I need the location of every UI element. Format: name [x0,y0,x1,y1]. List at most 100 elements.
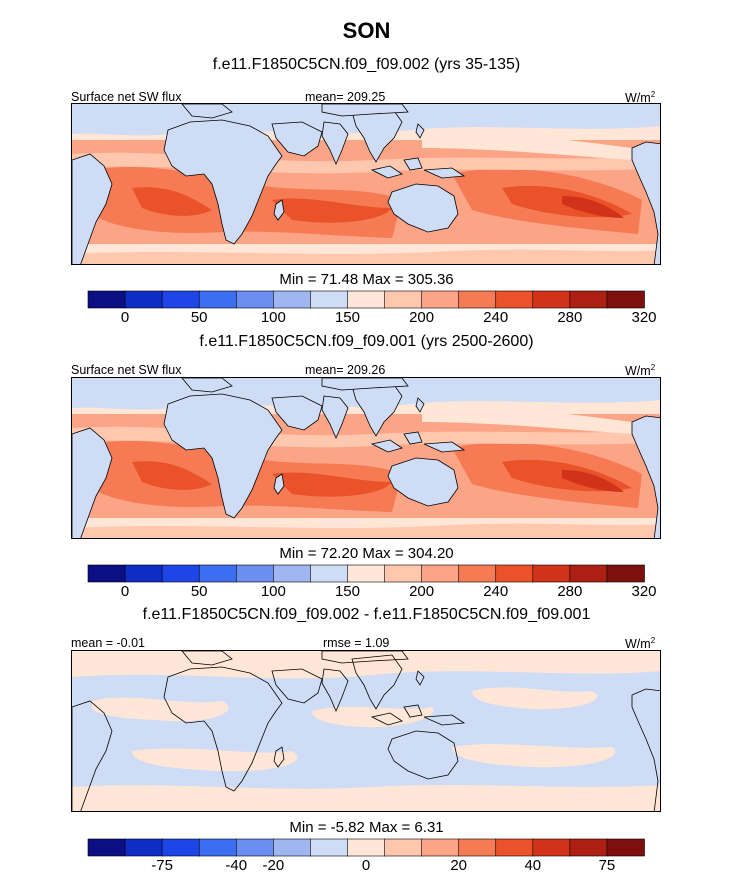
panel-1-variable-label: Surface net SW flux [71,90,182,104]
panel-2-units: W/m2 [625,363,656,378]
colorbar-3-tick-label: 0 [361,857,371,874]
map-2-s-indian-core [272,472,392,497]
panel-1-map [71,103,661,265]
panel-1-mean-label: mean= 209.25 [305,90,386,104]
colorbar-3-tick-label: -20 [262,857,285,874]
panel-3-stats: Min = -5.82 Max = 6.31 [289,819,444,836]
panel-2-mean-label: mean= 209.26 [305,363,386,377]
colorbar-2-swatch-9 [421,564,460,583]
colorbar-2-swatch-1 [124,564,163,583]
colorbar-1-swatch-5 [273,290,312,309]
map-1-south-cloud [72,249,660,264]
colorbar-2-tick-label: 280 [557,583,583,600]
colorbar-1-tick-label: 100 [260,309,286,326]
map-3-patch-south [72,785,660,811]
map-3-patch-north [72,651,660,679]
colorbar-3-swatch-0 [87,838,126,857]
colorbar-3-swatch-7 [347,838,386,857]
colorbar-1-swatch-0 [87,290,126,309]
colorbar-2-tick-label: 50 [190,583,208,600]
colorbar-3-tick-label: -75 [151,857,173,874]
colorbar-3-swatch-6 [310,838,349,857]
colorbar-2-swatch-0 [87,564,126,583]
map-1-s-atlantic-core [132,187,212,216]
colorbar-3-swatch-2 [161,838,200,857]
panel-3-units: W/m2 [625,636,656,651]
panel-3-colorbar-svg [87,838,645,857]
colorbar-1-swatch-2 [161,290,200,309]
colorbar-1-swatch-3 [198,290,238,309]
panel-2-colorbar [87,564,645,583]
colorbar-3-swatch-10 [458,838,497,857]
panel-2-stats: Min = 72.20 Max = 304.20 [279,545,454,562]
panel-3-colorbar [87,838,645,857]
colorbar-3-tick-label: 75 [598,857,616,874]
colorbar-1-swatch-1 [124,290,163,309]
map-2-s-atlantic-core [132,461,212,490]
colorbar-1-swatch-8 [384,290,423,309]
panel-1-colorbar-svg [87,290,645,309]
panel-2-map [71,377,661,539]
colorbar-1-swatch-6 [310,290,349,309]
colorbar-2-tick-label: 100 [260,583,286,600]
map-2-n-pacific [422,407,632,434]
colorbar-3-swatch-1 [124,838,163,857]
map-1-s-pacific-max [562,196,624,218]
colorbar-2-tick-label: 240 [483,583,509,600]
colorbar-1-tick-label: 0 [120,309,130,326]
map-3-patch-e [452,744,616,768]
map-3-background [72,651,660,811]
panel-1-stats: Min = 71.48 Max = 305.36 [279,271,454,288]
panel-3-mean-label: mean = -0.01 [71,636,146,650]
colorbar-2-swatch-14 [606,564,645,583]
map-1-n-pacific [422,133,632,160]
colorbar-3-swatch-4 [235,838,275,857]
colorbar-1-swatch-10 [458,290,497,309]
map-2-s-pacific-max [562,470,624,492]
panel-3-map [71,650,661,812]
colorbar-1-swatch-12 [532,290,571,309]
panel-1-colorbar [87,290,645,309]
colorbar-2-swatch-10 [458,564,497,583]
colorbar-2-swatch-11 [495,564,534,583]
colorbar-1-swatch-11 [495,290,534,309]
colorbar-1-tick-label: 50 [190,309,208,326]
panel-3-subtitle: f.e11.F1850C5CN.f09_f09.002 - f.e11.F185… [142,606,591,623]
colorbar-2-swatch-12 [532,564,571,583]
colorbar-3-swatch-13 [569,838,608,857]
colorbar-3-tick-label: -40 [225,857,248,874]
colorbar-3-swatch-14 [606,838,645,857]
colorbar-1-tick-label: 150 [334,309,360,326]
panel-1-units: W/m2 [625,90,656,105]
colorbar-1-swatch-13 [569,290,608,309]
colorbar-1-tick-label: 320 [631,309,657,326]
panel-2-subtitle: f.e11.F1850C5CN.f09_f09.001 (yrs 2500-26… [199,333,534,350]
colorbar-3-tick-label: 40 [524,857,542,874]
colorbar-2-swatch-8 [384,564,423,583]
map-3-patch-a [92,697,229,722]
map-2-south-cloud [72,523,660,538]
colorbar-1-swatch-9 [421,290,460,309]
colorbar-3-swatch-8 [384,838,423,857]
map-3-patch-c [472,687,598,710]
colorbar-2-swatch-13 [569,564,608,583]
panel-3-rmse-label: rmse = 1.09 [323,636,390,650]
colorbar-2-tick-label: 320 [631,583,657,600]
colorbar-2-tick-label: 200 [409,583,435,600]
colorbar-3-swatch-3 [198,838,238,857]
colorbar-3-swatch-11 [495,838,534,857]
colorbar-2-tick-label: 150 [334,583,360,600]
colorbar-1-tick-label: 200 [409,309,435,326]
colorbar-1-tick-label: 280 [557,309,583,326]
colorbar-1-swatch-7 [347,290,386,309]
colorbar-1-swatch-14 [606,290,645,309]
map-1-s-indian-core [272,198,392,223]
colorbar-3-swatch-9 [421,838,460,857]
colorbar-3-swatch-5 [273,838,312,857]
panel-2-variable-label: Surface net SW flux [71,363,182,377]
colorbar-2-swatch-5 [273,564,312,583]
colorbar-2-swatch-4 [235,564,275,583]
colorbar-2-tick-label: 0 [120,583,130,600]
panel-2-colorbar-svg [87,564,645,583]
colorbar-1-tick-label: 240 [483,309,509,326]
